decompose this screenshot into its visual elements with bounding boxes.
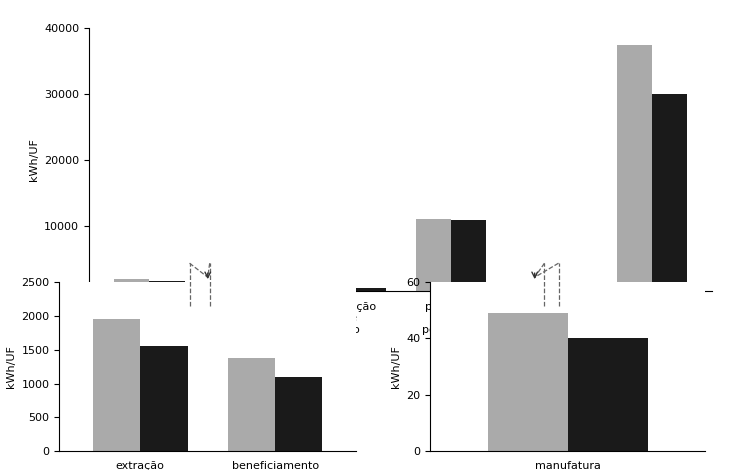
Bar (451, 220, 486, 291)
Bar (149, 281, 185, 291)
Bar (416, 219, 451, 291)
Bar (228, 358, 275, 451)
Bar (275, 377, 323, 451)
Bar (350, 288, 386, 291)
Y-axis label: kWh/UF: kWh/UF (29, 138, 39, 181)
Bar (114, 279, 149, 291)
Bar (568, 338, 648, 451)
Bar (93, 319, 140, 451)
Bar (214, 282, 250, 291)
Bar (652, 94, 687, 291)
Y-axis label: kWh/UF: kWh/UF (391, 345, 401, 388)
Bar (315, 288, 350, 291)
Bar (140, 346, 188, 451)
Bar (617, 45, 652, 291)
Bar (250, 284, 285, 291)
Y-axis label: kWh/UF: kWh/UF (6, 345, 16, 388)
Bar (487, 313, 568, 451)
